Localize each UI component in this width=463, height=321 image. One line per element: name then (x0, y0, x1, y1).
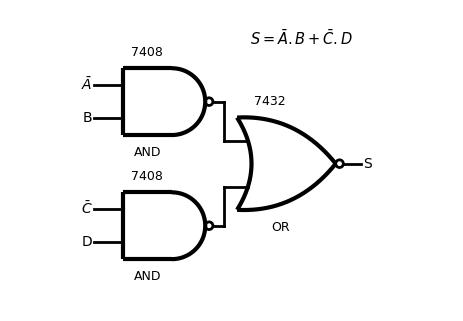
Text: 7432: 7432 (254, 95, 286, 108)
Text: 7408: 7408 (131, 170, 163, 183)
Text: S: S (363, 157, 372, 171)
Text: $\bar{A}$: $\bar{A}$ (81, 76, 92, 93)
Text: $\bar{C}$: $\bar{C}$ (81, 201, 92, 217)
Text: AND: AND (133, 270, 161, 283)
Text: D: D (81, 235, 92, 249)
Text: B: B (83, 111, 92, 125)
Text: OR: OR (271, 221, 290, 234)
Text: AND: AND (133, 146, 161, 159)
Text: 7408: 7408 (131, 46, 163, 59)
Text: $S = \bar{A}.B + \bar{C}.D$: $S = \bar{A}.B + \bar{C}.D$ (250, 29, 353, 48)
